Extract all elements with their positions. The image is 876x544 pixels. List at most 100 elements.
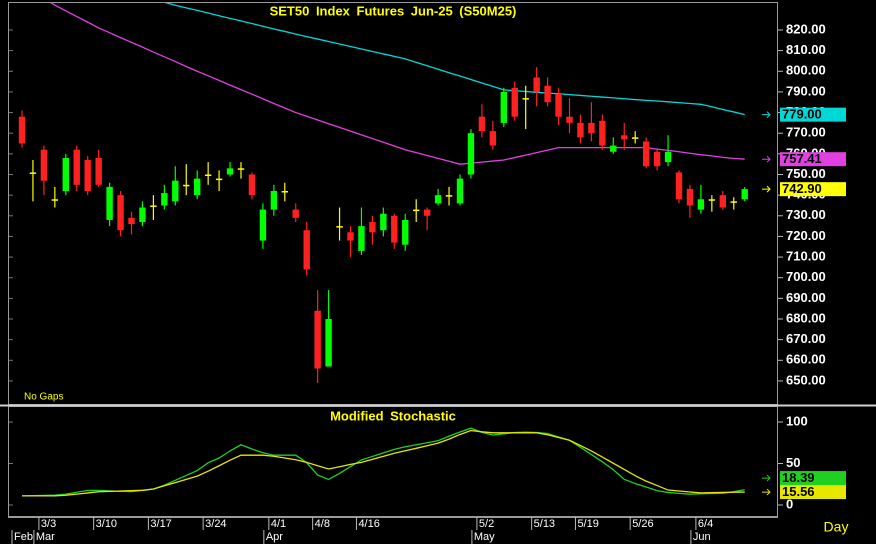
candle-body — [544, 85, 551, 103]
candle-body — [719, 195, 726, 208]
candle-body — [413, 209, 420, 212]
y-tick-label: 790.00 — [786, 83, 826, 98]
x-tick-label: 5/13 — [534, 518, 555, 530]
candle-body — [632, 137, 639, 139]
candle-body — [161, 193, 168, 206]
candle-body — [73, 149, 80, 185]
candle-body — [325, 319, 332, 367]
y-tick-label: 650.00 — [786, 372, 826, 387]
value-box-label: 18.39 — [782, 470, 815, 485]
chart-title: SET50 Index Futures Jun-25 (S50M25) — [270, 3, 517, 18]
candle-body — [51, 199, 59, 201]
x-tick-label: 3/24 — [205, 518, 226, 530]
candle-body — [139, 207, 146, 222]
y-tick-label: 50 — [786, 455, 800, 470]
candle-body — [391, 215, 398, 243]
value-arrow — [762, 488, 771, 496]
line-series — [164, 3, 745, 116]
candle-body — [511, 87, 518, 117]
x-axis-label: Day — [824, 519, 849, 535]
value-box-label: 15.56 — [782, 484, 815, 499]
candle-body — [730, 201, 737, 203]
candle-body — [204, 174, 212, 176]
candle-body — [599, 120, 606, 146]
x-tick-label: 4/1 — [271, 518, 286, 530]
line-series — [22, 429, 745, 497]
value-box — [780, 152, 846, 167]
candle-body — [128, 217, 135, 225]
candle-body — [40, 149, 48, 181]
y-tick-label: 100 — [786, 413, 808, 428]
x-tick-label: 5/26 — [632, 518, 653, 530]
x-tick-label: 3/3 — [41, 518, 56, 530]
y-tick-label: 800.00 — [786, 63, 826, 78]
value-box-label: 757.41 — [782, 151, 822, 166]
candle-body — [500, 91, 507, 123]
candle-body — [84, 160, 91, 192]
x-tick-label: 3/17 — [150, 518, 171, 530]
candle-body — [697, 199, 705, 210]
y-tick-label: 670.00 — [786, 331, 826, 346]
candle-body — [183, 184, 190, 187]
candle-body — [172, 180, 179, 202]
x-tick-label: 5/19 — [577, 518, 598, 530]
candle-body — [18, 116, 26, 144]
candle-body — [336, 226, 343, 228]
month-label: Jun — [693, 531, 711, 543]
month-label: Feb — [14, 531, 33, 543]
y-tick-label: 710.00 — [786, 249, 826, 264]
candle-body — [281, 191, 288, 193]
month-label: May — [474, 531, 495, 543]
candle-body — [402, 219, 409, 245]
value-box — [780, 107, 846, 122]
x-tick-label: 5/2 — [479, 518, 494, 530]
candle-body — [117, 195, 124, 231]
candle-body — [303, 230, 310, 270]
y-tick-label: 820.00 — [786, 21, 826, 36]
candle-body — [577, 122, 584, 138]
lines — [21, 427, 745, 497]
candle-body — [566, 116, 573, 123]
y-tick-label: 750.00 — [786, 166, 826, 181]
value-box — [780, 182, 846, 197]
y-tick-label: 770.00 — [786, 125, 826, 140]
candle-body — [642, 141, 650, 167]
candle-body — [380, 213, 387, 231]
x-tick-label: 6/4 — [698, 518, 713, 530]
value-arrow — [762, 155, 771, 163]
value-box-label: 742.90 — [782, 181, 822, 196]
month-label: Mar — [36, 531, 55, 543]
candle-body — [369, 221, 376, 233]
candle-body — [194, 178, 201, 196]
candle-body — [489, 131, 497, 146]
value-arrow — [762, 111, 771, 118]
candle-body — [226, 168, 234, 175]
candle-body — [215, 178, 223, 181]
candle-body — [467, 133, 475, 175]
panel-title: Modified Stochastic — [330, 408, 456, 423]
y-tick-label: 720.00 — [786, 228, 826, 243]
annotation: No Gaps — [24, 392, 63, 403]
candle-body — [62, 157, 69, 192]
candle-body — [445, 195, 453, 197]
candle-body — [610, 145, 617, 152]
value-box — [780, 471, 846, 486]
candle-body — [686, 188, 694, 206]
candle-body — [675, 172, 683, 200]
candles — [18, 67, 748, 384]
value-box — [780, 485, 846, 500]
y-tick-label: 680.00 — [786, 310, 826, 325]
candle-body — [314, 310, 321, 369]
y-tick-label: 730.00 — [786, 207, 826, 222]
candle-body — [741, 189, 748, 200]
candle-body — [29, 172, 37, 174]
candle-body — [664, 151, 672, 163]
candle-body — [270, 191, 278, 210]
candle-body — [95, 157, 102, 185]
candle-body — [621, 135, 628, 140]
candle-body — [237, 168, 245, 170]
candle-body — [456, 178, 464, 204]
candle-body — [708, 199, 716, 201]
